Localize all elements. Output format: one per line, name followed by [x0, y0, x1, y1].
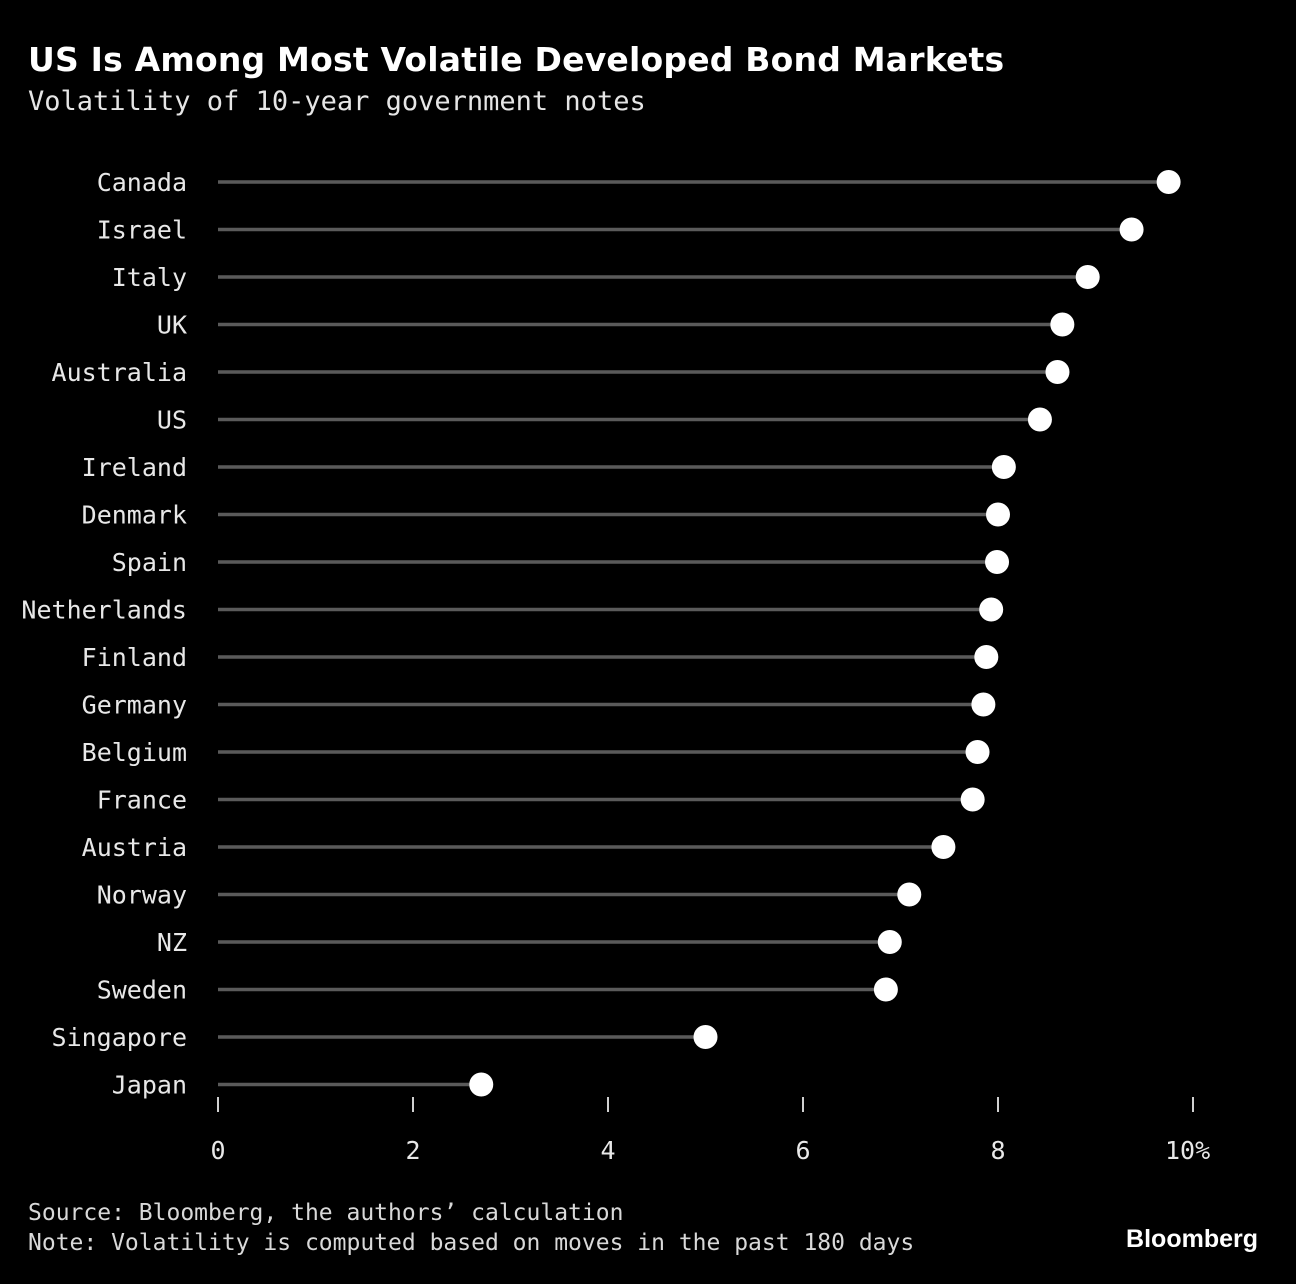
- dot-canada: [1156, 170, 1181, 194]
- dot-sweden: [873, 977, 898, 1002]
- dot-germany: [971, 692, 996, 717]
- category-label-finland: Finland: [82, 643, 187, 672]
- category-label-japan: Japan: [112, 1071, 187, 1100]
- x-tick-label-2: 2: [405, 1136, 420, 1165]
- dot-us: [1027, 407, 1052, 432]
- dot-france: [960, 787, 985, 812]
- dot-uk: [1050, 312, 1075, 337]
- dot-finland: [974, 645, 999, 669]
- category-label-nz: NZ: [157, 928, 187, 957]
- dot-norway: [897, 882, 922, 907]
- source-note: Source: Bloomberg, the authors’ calculat…: [28, 1200, 624, 1226]
- category-label-australia: Australia: [52, 358, 187, 387]
- category-label-uk: UK: [157, 311, 187, 340]
- dot-singapore: [693, 1025, 718, 1049]
- dot-australia: [1045, 360, 1070, 384]
- category-label-austria: Austria: [82, 833, 187, 862]
- chart-subtitle: Volatility of 10-year government notes: [28, 86, 646, 117]
- methodology-note: Note: Volatility is computed based on mo…: [28, 1230, 915, 1256]
- dot-belgium: [965, 740, 990, 764]
- dot-ireland: [991, 455, 1016, 479]
- category-label-france: France: [97, 786, 187, 815]
- category-label-sweden: Sweden: [97, 976, 187, 1005]
- category-label-germany: Germany: [82, 691, 187, 720]
- dot-japan: [469, 1072, 494, 1097]
- dot-israel: [1119, 217, 1144, 242]
- category-label-italy: Italy: [112, 263, 187, 292]
- chart-title: US Is Among Most Volatile Developed Bond…: [28, 40, 1005, 79]
- lollipop-chart: Canada Israel Italy UK Australia US Ireland Den…: [21, 168, 1210, 1165]
- category-label-netherlands: Netherlands: [21, 596, 187, 625]
- category-label-denmark: Denmark: [82, 501, 187, 530]
- x-tick-label-10: 10%: [1165, 1136, 1210, 1165]
- x-tick-label-6: 6: [795, 1136, 810, 1165]
- category-label-canada: Canada: [97, 168, 187, 197]
- x-tick-label-4: 4: [600, 1136, 615, 1165]
- x-tick-label-8: 8: [990, 1136, 1005, 1165]
- dot-spain: [985, 550, 1010, 574]
- category-label-norway: Norway: [97, 881, 187, 910]
- category-label-us: US: [157, 406, 187, 435]
- dot-denmark: [986, 502, 1010, 527]
- dot-nz: [877, 930, 902, 954]
- category-label-spain: Spain: [112, 548, 187, 577]
- dot-austria: [931, 835, 956, 859]
- dot-netherlands: [979, 597, 1004, 622]
- category-label-ireland: Ireland: [82, 453, 187, 482]
- x-tick-label-0: 0: [210, 1136, 225, 1165]
- category-label-singapore: Singapore: [52, 1023, 187, 1052]
- category-label-belgium: Belgium: [82, 738, 187, 767]
- dot-italy: [1075, 265, 1100, 289]
- bloomberg-logo: Bloomberg: [1126, 1225, 1258, 1253]
- category-label-israel: Israel: [97, 216, 187, 245]
